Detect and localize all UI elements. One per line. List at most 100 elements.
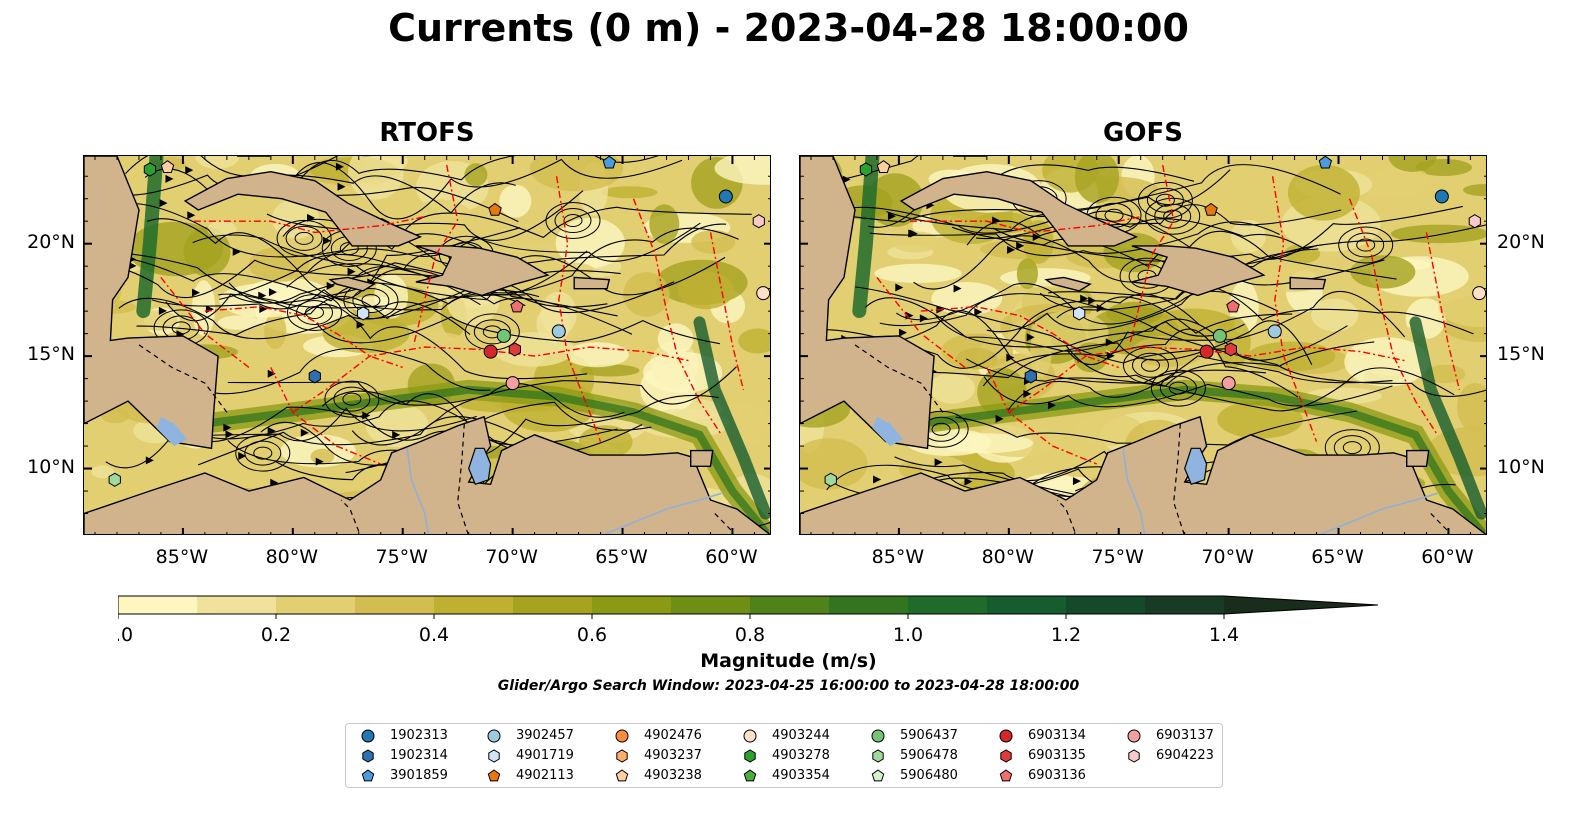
eddy-streamline bbox=[287, 294, 342, 331]
legend-label: 6903136 bbox=[1028, 768, 1086, 783]
streamline-arrow bbox=[392, 430, 401, 439]
lon-tick-label: 65°W bbox=[1311, 546, 1364, 568]
streamline-arrow bbox=[908, 229, 917, 238]
float-legend: 1902313 1902314 3901859 3902457 4901719 49021… bbox=[345, 723, 1223, 788]
eddy-streamline bbox=[563, 214, 583, 227]
colorbar-bin bbox=[829, 596, 909, 614]
magnitude-patch bbox=[891, 231, 940, 253]
float-marker-3902457 bbox=[1267, 324, 1282, 339]
streamline-arrow bbox=[159, 199, 168, 208]
figure-title: Currents (0 m) - 2023-04-28 18:00:00 bbox=[388, 6, 1189, 50]
panel-title-gofs: GOFS bbox=[1103, 118, 1183, 148]
lon-tick-label: 75°W bbox=[375, 546, 428, 568]
lake-nicaragua bbox=[872, 416, 904, 447]
streamline bbox=[227, 381, 625, 418]
colorbar-bin bbox=[355, 596, 435, 614]
magnitude-patch bbox=[1463, 184, 1486, 197]
trinidad-land bbox=[1406, 449, 1430, 467]
streamline-arrow bbox=[887, 212, 896, 221]
legend-marker bbox=[488, 749, 500, 763]
legend-label: 4903244 bbox=[772, 728, 830, 743]
legend-marker bbox=[616, 749, 628, 763]
eddy-streamline bbox=[171, 321, 191, 335]
streamline-arrow bbox=[145, 456, 154, 465]
lon-tick-label: 60°W bbox=[705, 546, 758, 568]
pentagon-marker-icon bbox=[871, 769, 885, 782]
eddy-streamline bbox=[324, 380, 380, 418]
pentagon-marker-icon bbox=[487, 769, 501, 782]
legend-label: 6903135 bbox=[1028, 748, 1086, 763]
eez-boundary bbox=[160, 276, 250, 368]
yucatan-current bbox=[136, 156, 164, 319]
eddy-streamline bbox=[294, 231, 314, 245]
lat-tick-label-right: 15°N bbox=[1497, 343, 1545, 366]
colorbar-bin bbox=[750, 596, 830, 614]
streamline-arrow bbox=[362, 411, 371, 420]
float-marker-4902113 bbox=[488, 202, 502, 216]
float-marker-6903137 bbox=[1221, 376, 1236, 391]
eddy-streamline bbox=[1146, 187, 1184, 213]
float-marker-1902313 bbox=[718, 189, 733, 204]
magnitude-patch bbox=[931, 282, 1003, 316]
streamline bbox=[119, 156, 373, 196]
streamline bbox=[955, 410, 1358, 446]
legend-label: 5906478 bbox=[900, 748, 958, 763]
circle-marker-icon bbox=[999, 729, 1013, 743]
streamline-arrow bbox=[1016, 241, 1025, 250]
colorbar-bin bbox=[434, 596, 514, 614]
magnitude-patch bbox=[1247, 341, 1336, 372]
streamline-arrow bbox=[347, 267, 356, 276]
legend-label: 4903354 bbox=[772, 768, 830, 783]
eez-boundary bbox=[1425, 232, 1461, 390]
legend-marker bbox=[487, 729, 501, 743]
streamline bbox=[858, 310, 1266, 384]
hexagon-marker-icon bbox=[1128, 749, 1140, 763]
magnitude-patch bbox=[499, 184, 532, 218]
streamline bbox=[144, 168, 516, 214]
colorbar-graphic: 0.0 0.2 0.4 0.6 0.8 1.0 1.2 1.4 bbox=[103, 595, 1379, 646]
magnitude-patch bbox=[1424, 364, 1466, 384]
legend-label: 3902457 bbox=[516, 728, 574, 743]
magnitude-patch bbox=[91, 465, 114, 479]
legend-label: 5906480 bbox=[900, 768, 958, 783]
streamline bbox=[151, 227, 521, 310]
eddy-streamline bbox=[1159, 375, 1197, 401]
lon-tick-label: 65°W bbox=[595, 546, 648, 568]
streamline-arrow bbox=[187, 211, 196, 220]
lon-tick-label: 60°W bbox=[1421, 546, 1474, 568]
central-america-land bbox=[800, 156, 935, 450]
puerto-rico-land bbox=[1289, 276, 1327, 290]
eez-boundary bbox=[204, 305, 403, 369]
lat-tick-label-left: 20°N bbox=[27, 230, 75, 253]
hexagon-marker-icon bbox=[488, 749, 500, 763]
magnitude-patch bbox=[1150, 308, 1235, 340]
legend-marker bbox=[743, 729, 757, 743]
streamline-arrow bbox=[267, 369, 276, 378]
float-marker-6903136 bbox=[510, 299, 524, 313]
eddy-streamline bbox=[333, 386, 371, 412]
lon-tick-label: 80°W bbox=[981, 546, 1035, 568]
lon-tick-label: 75°W bbox=[1091, 546, 1144, 568]
magnitude-patch bbox=[409, 199, 473, 239]
streamline-arrow bbox=[268, 288, 277, 297]
streamline-arrow bbox=[905, 311, 914, 320]
eddy-streamline bbox=[1163, 209, 1183, 223]
streamline-arrow bbox=[974, 308, 983, 317]
streamline bbox=[888, 320, 1313, 379]
legend-label: 1902313 bbox=[390, 728, 448, 743]
float-marker-3901859 bbox=[1318, 156, 1333, 169]
lon-tick-label: 70°W bbox=[1201, 546, 1254, 568]
magnitude-patch bbox=[1016, 258, 1038, 289]
eddy-streamline bbox=[235, 434, 291, 472]
lake-maracaibo bbox=[468, 447, 492, 486]
eddy-streamline bbox=[1356, 238, 1376, 252]
magnitude-patch bbox=[195, 156, 240, 169]
magnitude-patch bbox=[217, 315, 261, 330]
streamline-arrow bbox=[1072, 477, 1081, 486]
eez-boundary bbox=[986, 367, 1097, 465]
magnitude-patch bbox=[555, 217, 625, 269]
magnitude-patch bbox=[714, 156, 770, 185]
streamline-arrow bbox=[873, 475, 882, 484]
lat-tick-label-left: 10°N bbox=[27, 455, 75, 478]
eddy-streamline bbox=[931, 422, 951, 436]
